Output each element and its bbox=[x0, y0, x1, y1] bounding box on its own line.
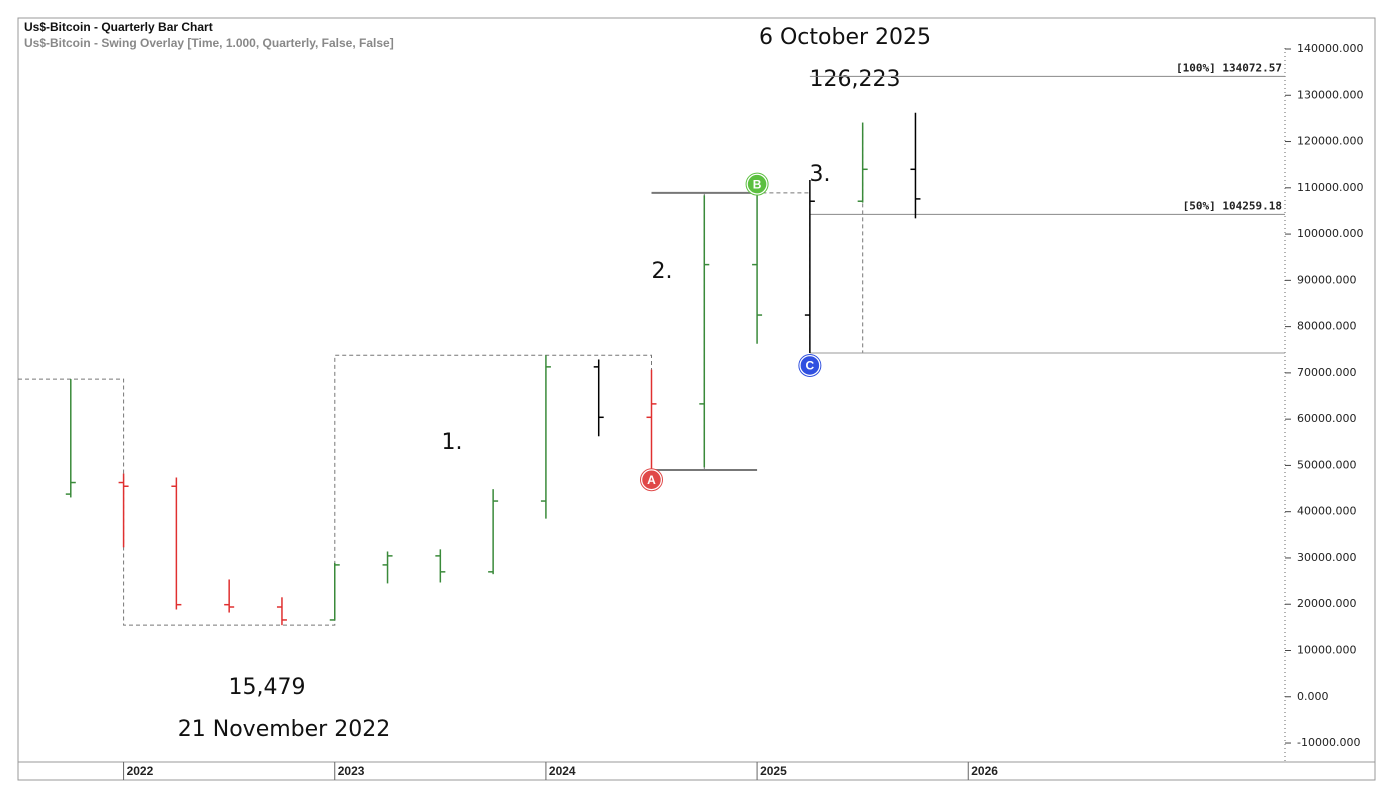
chart-title: Us$-Bitcoin - Quarterly Bar Chart bbox=[24, 20, 213, 34]
x-tick-label: 2024 bbox=[549, 764, 576, 778]
y-tick-label: 0.000 bbox=[1297, 690, 1329, 703]
level-label: [50%] 104259.18 bbox=[1183, 199, 1282, 212]
y-tick-label: 140000.000 bbox=[1297, 42, 1363, 55]
y-tick-label: 30000.000 bbox=[1297, 551, 1357, 564]
pivot-ring bbox=[745, 172, 769, 196]
pivot-marker bbox=[640, 469, 663, 491]
annotation: 15,479 bbox=[229, 675, 306, 700]
pivot-ring bbox=[640, 468, 663, 492]
pivot-label: A bbox=[647, 473, 656, 487]
y-tick-label: 130000.000 bbox=[1297, 88, 1363, 101]
annotation: 126,223 bbox=[810, 67, 901, 92]
x-axis-band bbox=[17, 761, 1376, 781]
annotation: 3. bbox=[810, 162, 831, 187]
y-tick-label: -10000.000 bbox=[1297, 736, 1360, 749]
annotation: 1. bbox=[442, 430, 463, 455]
y-tick-label: 120000.000 bbox=[1297, 135, 1363, 148]
y-tick-label: 70000.000 bbox=[1297, 366, 1357, 379]
chart-subtitle: Us$-Bitcoin - Swing Overlay [Time, 1.000… bbox=[24, 36, 394, 50]
y-tick-label: 40000.000 bbox=[1297, 505, 1357, 518]
x-tick-label: 2026 bbox=[971, 764, 998, 778]
pivot-ring bbox=[798, 353, 822, 377]
y-tick-label: 10000.000 bbox=[1297, 643, 1357, 656]
pivot-marker bbox=[746, 173, 768, 195]
level-label: [100%] 134072.57 bbox=[1176, 61, 1282, 74]
y-tick-label: 110000.000 bbox=[1297, 181, 1363, 194]
annotation: 2. bbox=[652, 259, 673, 284]
y-tick-label: 100000.000 bbox=[1297, 227, 1363, 240]
y-tick-label: 50000.000 bbox=[1297, 458, 1357, 471]
y-tick-label: 90000.000 bbox=[1297, 273, 1357, 286]
pivot-marker bbox=[799, 354, 821, 377]
x-tick-label: 2023 bbox=[338, 764, 365, 778]
y-tick-label: 20000.000 bbox=[1297, 597, 1357, 610]
x-tick-label: 2022 bbox=[127, 764, 154, 778]
pivot-label: B bbox=[753, 177, 762, 191]
annotation: 6 October 2025 bbox=[759, 25, 931, 50]
annotation: 21 November 2022 bbox=[178, 717, 390, 742]
x-tick-label: 2025 bbox=[760, 764, 787, 778]
y-tick-label: 60000.000 bbox=[1297, 412, 1357, 425]
chart-frame bbox=[17, 17, 1376, 781]
pivot-label: C bbox=[806, 359, 815, 373]
y-tick-label: 80000.000 bbox=[1297, 320, 1357, 333]
